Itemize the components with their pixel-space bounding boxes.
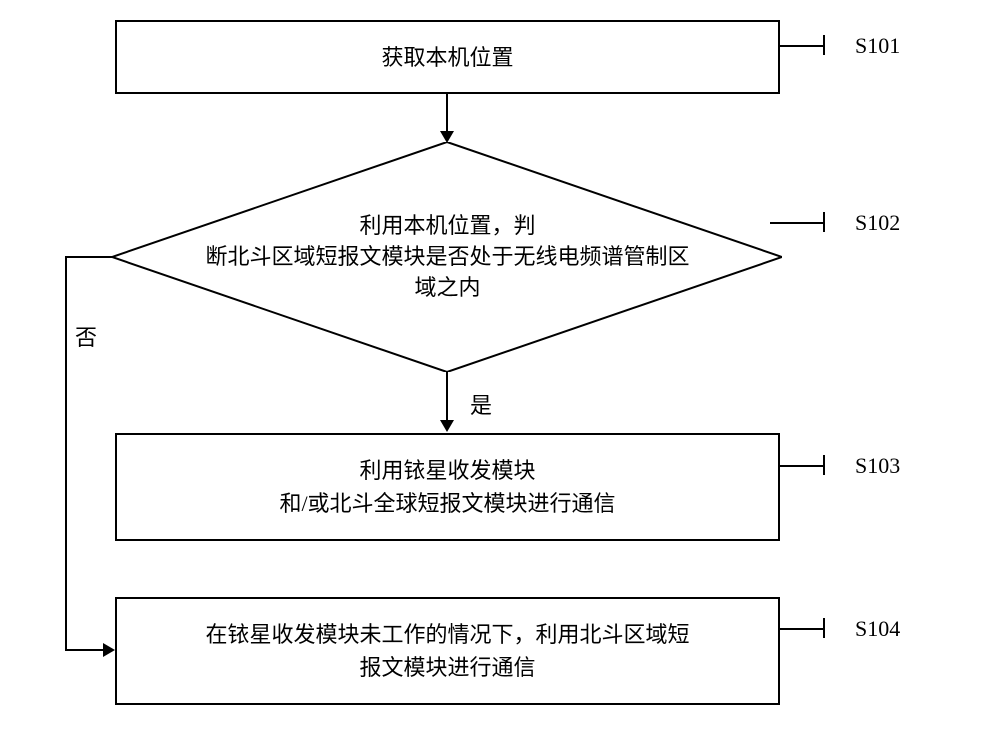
connector-line <box>823 618 825 638</box>
connector-line <box>823 35 825 55</box>
process-text: 利用铱星收发模块和/或北斗全球短报文模块进行通信 <box>279 454 615 520</box>
connector-line <box>65 256 67 650</box>
connector-line <box>823 212 825 232</box>
connector-line <box>65 256 115 258</box>
process-box-s104: 在铱星收发模块未工作的情况下，利用北斗区域短报文模块进行通信 <box>115 597 780 705</box>
connector-line <box>823 455 825 475</box>
decision-text: 利用本机位置，判断北斗区域短报文模块是否处于无线电频谱管制区域之内 <box>135 155 760 360</box>
process-box-s101: 获取本机位置 <box>115 20 780 94</box>
step-label-s103: S103 <box>855 453 900 479</box>
connector-line <box>770 222 825 224</box>
step-label-s104: S104 <box>855 616 900 642</box>
process-text: 在铱星收发模块未工作的情况下，利用北斗区域短报文模块进行通信 <box>205 618 689 684</box>
step-label-s101: S101 <box>855 33 900 59</box>
branch-yes: 是 <box>470 388 492 420</box>
connector-line <box>65 649 105 651</box>
process-text: 获取本机位置 <box>381 41 513 74</box>
connector-line <box>780 45 825 47</box>
arrow-icon <box>440 420 454 432</box>
branch-no: 否 <box>75 320 97 352</box>
process-box-s103: 利用铱星收发模块和/或北斗全球短报文模块进行通信 <box>115 433 780 541</box>
arrow-icon <box>103 643 115 657</box>
connector-line <box>446 94 448 134</box>
step-label-s102: S102 <box>855 210 900 236</box>
connector-line <box>780 628 825 630</box>
connector-line <box>780 465 825 467</box>
connector-line <box>446 372 448 422</box>
